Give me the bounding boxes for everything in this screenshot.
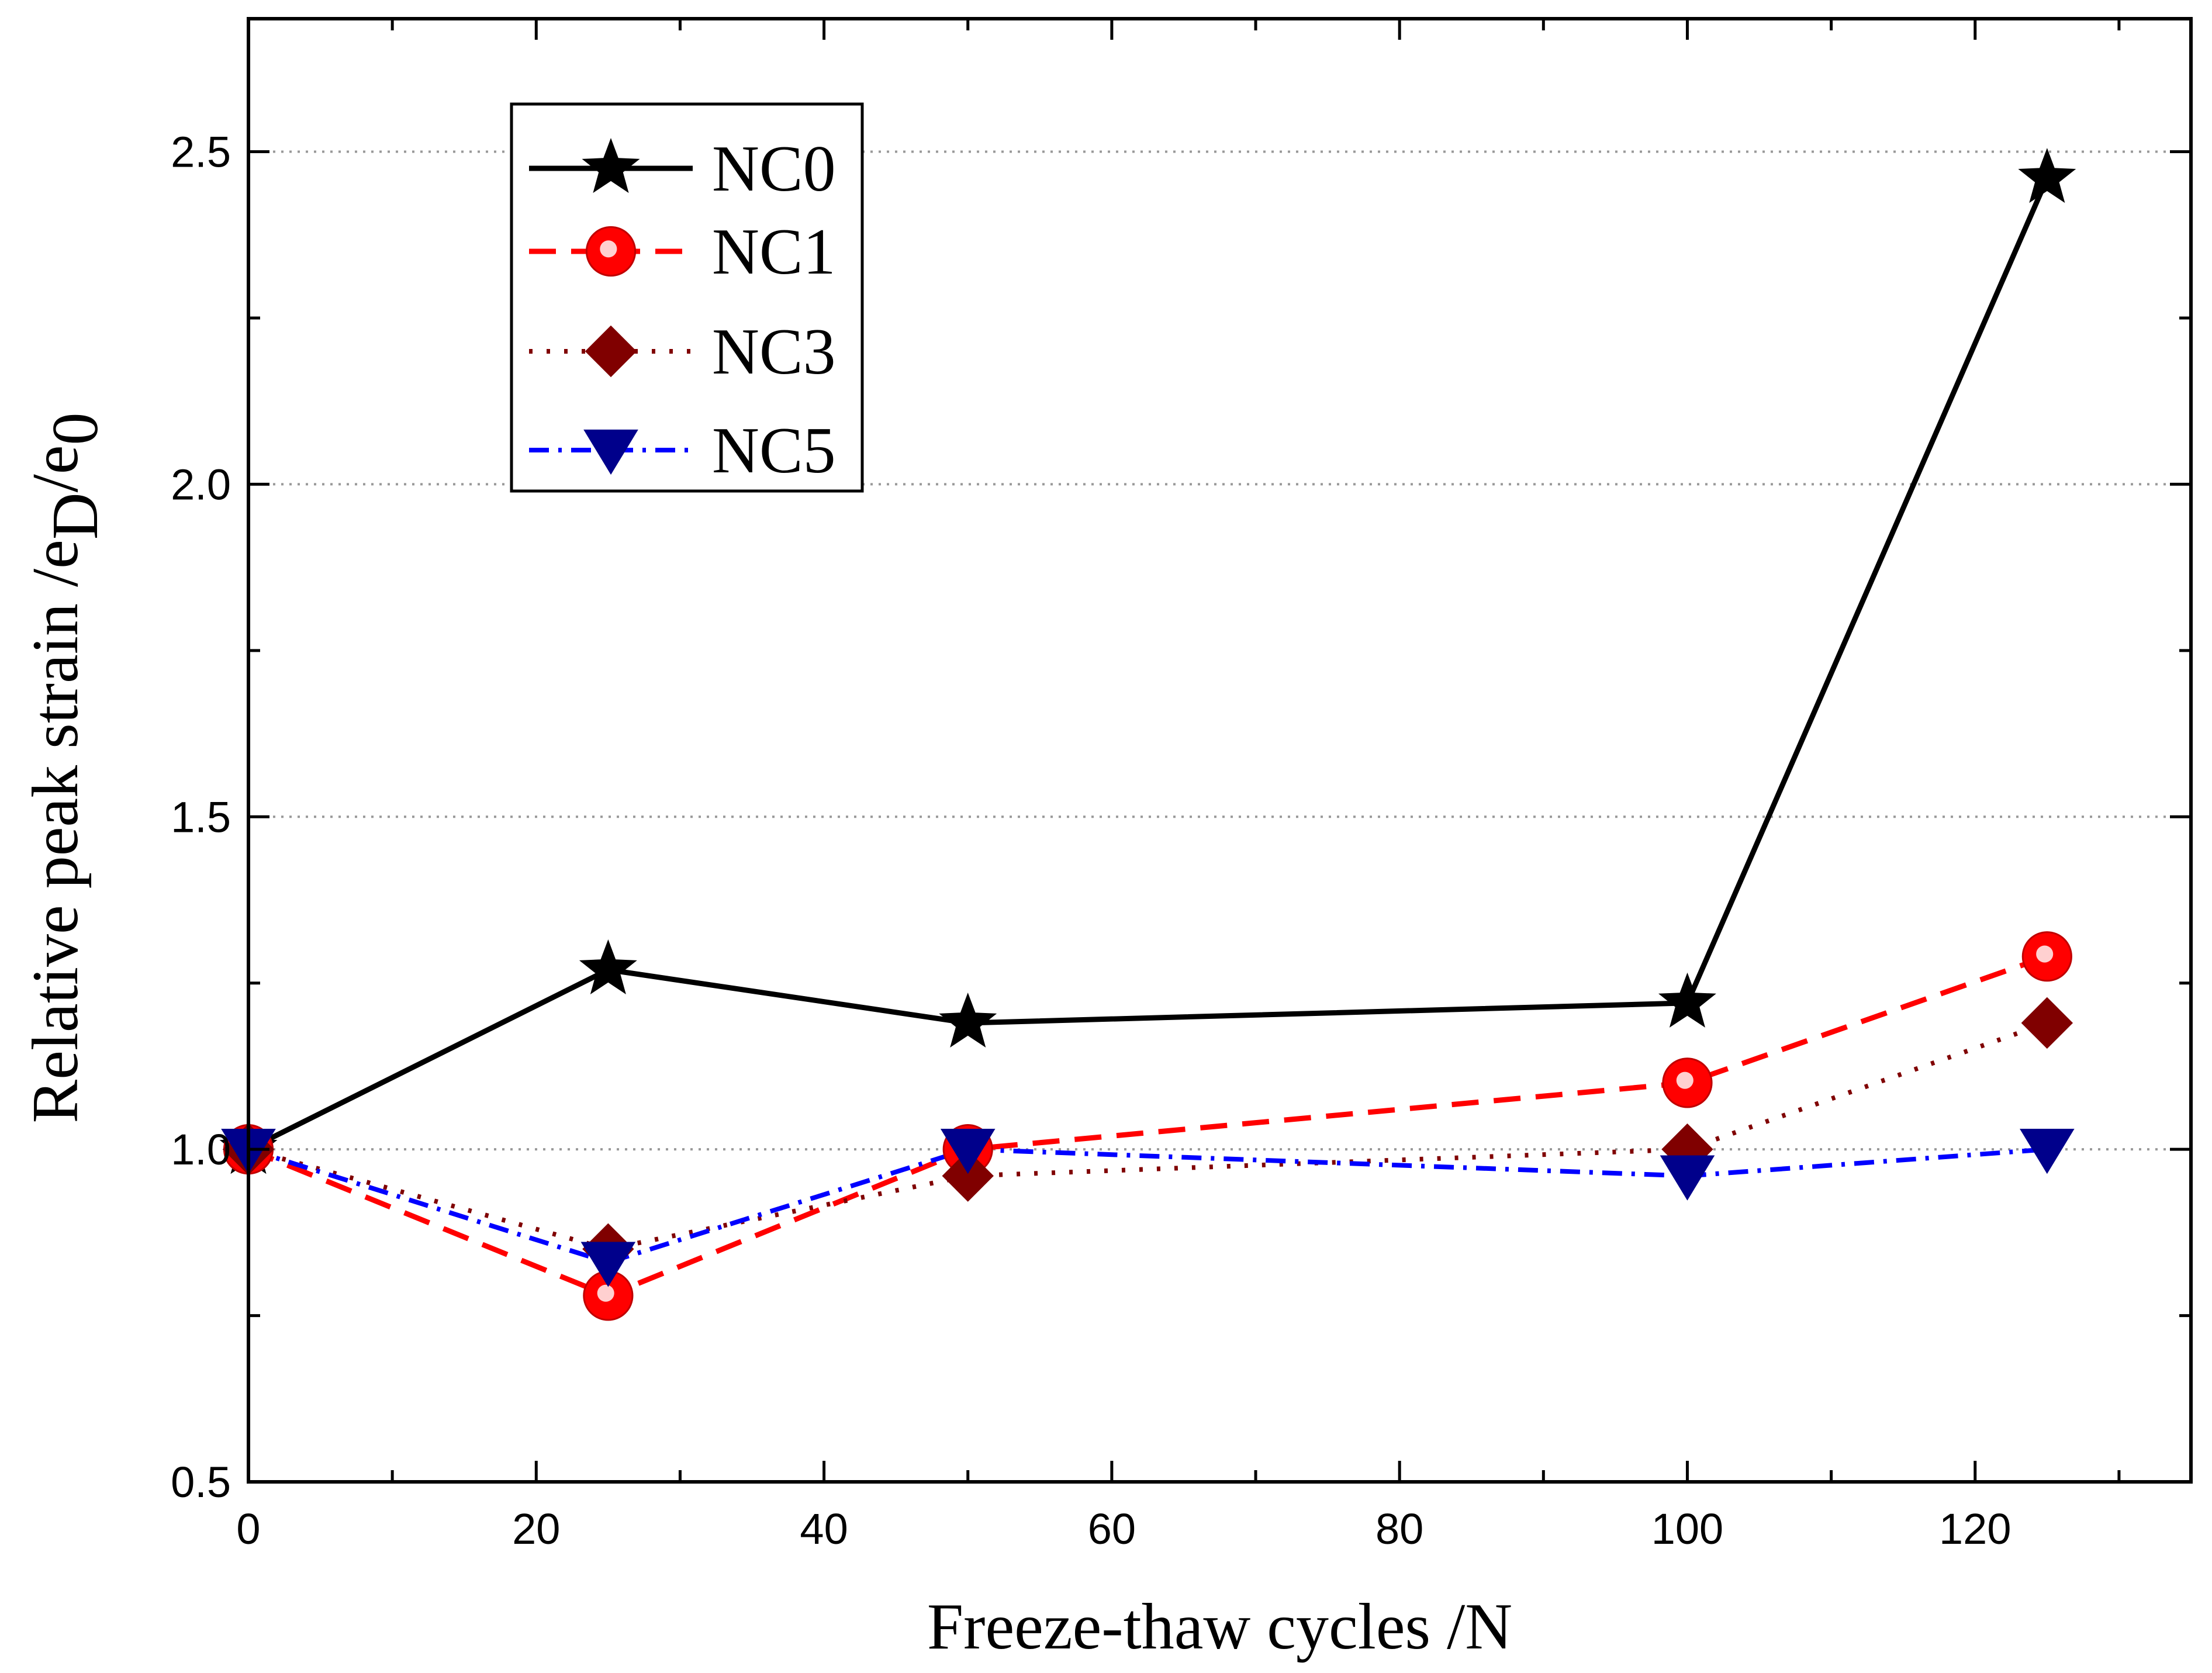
legend-marker-nc3: [585, 325, 637, 378]
series-markers: [219, 148, 2076, 1321]
x-tick-label: 60: [1088, 1505, 1136, 1553]
data-point-nc5: [940, 1129, 996, 1174]
data-point-nc5: [2020, 1129, 2075, 1174]
y-tick-label: 1.5: [171, 793, 231, 841]
x-tick-label: 20: [512, 1505, 560, 1553]
axis-ticks: [247, 19, 2191, 1484]
x-tick-label: 100: [1651, 1505, 1723, 1553]
legend: NC0 NC1 NC3 NC5: [510, 102, 864, 493]
data-point-nc1-highlight: [1676, 1071, 1693, 1089]
legend-label-nc3: NC3: [712, 316, 836, 388]
y-tick-label: 1.0: [171, 1125, 231, 1174]
data-point-nc3: [2021, 997, 2073, 1049]
data-point-nc1: [1662, 1057, 1713, 1108]
data-point-nc0: [1658, 972, 1716, 1028]
data-point-nc5: [1660, 1155, 1715, 1201]
y-axis-title-subscript-0: 0: [39, 413, 112, 445]
y-tick-label: 0.5: [171, 1458, 231, 1506]
y-tick-label: 2.5: [171, 128, 231, 177]
data-point-nc1: [2021, 931, 2072, 982]
data-point-nc1: [583, 1270, 634, 1321]
data-point-nc0: [2018, 148, 2076, 203]
axis-tick-labels: 0 20 40 60 80 100 120 0.5 1.0 1.5 2.0 2.5: [171, 128, 2011, 1553]
data-point-nc0: [939, 993, 997, 1048]
y-axis-title-mid: /e: [19, 445, 92, 493]
data-point-nc3: [1661, 1123, 1713, 1176]
y-axis-title-main: Relative peak strain /e: [19, 540, 92, 1123]
data-point-nc5: [580, 1242, 636, 1287]
plot-frame: [247, 17, 2193, 1484]
data-point-nc0: [579, 939, 637, 994]
legend-marker-nc1-highlight: [600, 240, 617, 258]
x-tick-label: 0: [236, 1505, 260, 1553]
data-point-nc1-highlight: [597, 1284, 614, 1302]
legend-marker-nc0: [582, 138, 640, 193]
legend-marker-nc1: [585, 226, 637, 277]
data-point-nc3: [942, 1150, 994, 1202]
y-axis-title-subscript-d: D: [39, 492, 112, 540]
x-tick-label: 120: [1939, 1505, 2011, 1553]
y-tick-label: 2.0: [171, 460, 231, 509]
data-point-nc1-highlight: [2036, 945, 2054, 963]
legend-label-nc0: NC0: [712, 133, 836, 205]
x-tick-label: 80: [1375, 1505, 1423, 1553]
y-axis-title: Relative peak strain /eD/e0: [19, 413, 112, 1124]
x-axis-title: Freeze-thaw cycles /N: [927, 1591, 1512, 1663]
legend-label-nc1: NC1: [712, 216, 836, 288]
x-tick-label: 40: [800, 1505, 848, 1553]
legend-label-nc5: NC5: [712, 414, 836, 487]
legend-marker-nc5: [583, 429, 638, 475]
series-line-nc3: [247, 1021, 2048, 1252]
